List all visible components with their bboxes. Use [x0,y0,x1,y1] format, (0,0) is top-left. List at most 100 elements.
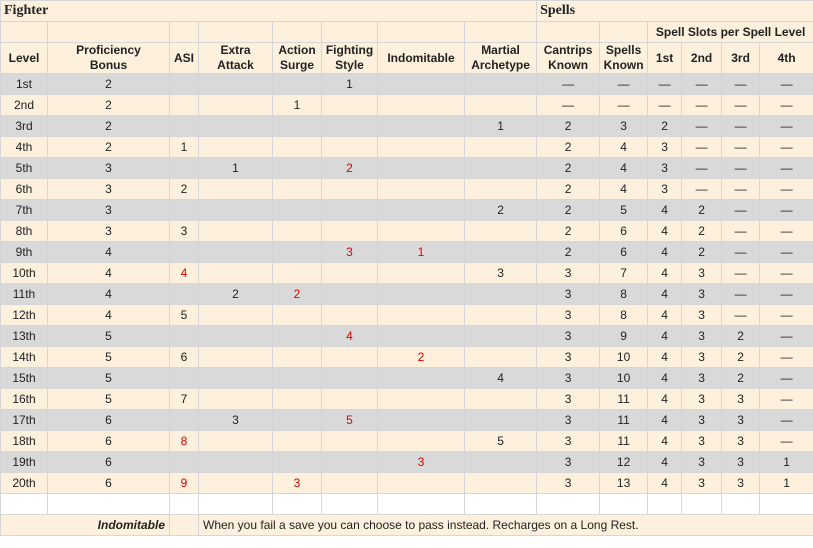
table-cell [463,136,538,158]
feature-description: When you fail a save you can choose to p… [197,514,813,536]
table-cell: 3 [536,346,601,368]
spells-title: Spells [536,0,813,22]
level-cell: 4th [0,136,48,158]
col-asi: ASI [169,42,199,74]
table-cell: 6 [599,241,649,263]
table-cell [463,304,538,326]
table-cell: 5 [321,409,378,431]
level-cell: 9th [0,241,48,263]
column-header-row: Level Proficiency Bonus ASI Extra Attack A… [0,42,813,74]
table-cell: — [681,94,723,116]
table-cell: 2 [536,241,601,263]
table-cell [198,73,273,95]
table-cell: 5 [47,346,170,368]
table-cell [169,451,199,473]
table-cell [272,73,322,95]
table-cell: — [759,136,813,158]
level-cell: 14th [0,346,48,368]
table-cell: 5 [463,430,538,452]
table-cell [198,472,273,494]
table-cell [169,73,199,95]
table-cell: — [759,346,813,368]
table-cell: 6 [169,346,199,368]
table-cell: 4 [647,241,683,263]
table-cell: 3 [47,178,170,200]
table-cell: 3 [681,430,723,452]
level-cell: 11th [0,283,48,305]
table-cell: 2 [536,157,601,179]
table-cell: — [721,262,761,284]
table-cell: 3 [536,325,601,347]
table-cell: 3 [272,472,322,494]
table-cell [321,451,378,473]
table-cell: 4 [647,304,683,326]
table-cell: 1 [759,451,813,473]
table-cell: 5 [47,388,170,410]
level-cell: 10th [0,262,48,284]
table-cell: 3 [321,241,378,263]
table-cell: — [759,430,813,452]
table-cell: 3 [536,409,601,431]
col-indomitable: Indomitable [377,42,465,74]
table-cell [321,367,378,389]
level-cell: 17th [0,409,48,431]
level-cell: 1st [0,73,48,95]
table-cell: — [759,409,813,431]
table-cell: 2 [647,115,683,137]
table-cell: 2 [681,220,723,242]
table-cell: 11 [599,388,649,410]
level-cell: 19th [0,451,48,473]
col-proficiency-bonus: Proficiency Bonus [47,42,170,74]
level-cell: 16th [0,388,48,410]
table-cell: — [721,115,761,137]
table-cell: 4 [321,325,378,347]
table-cell: 11 [599,430,649,452]
table-cell: 2 [681,241,723,263]
table-cell: 4 [647,220,683,242]
table-cell: — [681,115,723,137]
table-row: 14th 5 6 2 3 10 4 3 2— [0,346,813,368]
table-cell [198,304,273,326]
feature-name: Indomitable [0,514,170,536]
table-cell [377,472,465,494]
table-cell [272,388,322,410]
table-cell: — [721,178,761,200]
table-cell: 3 [721,388,761,410]
table-cell [169,94,199,116]
table-cell: 10 [599,367,649,389]
table-cell: 1 [759,472,813,494]
col-slot-1st: 1st [647,42,683,74]
table-cell: — [647,73,683,95]
table-cell [272,262,322,284]
table-row: 7th 3 2 2 5 4 2— — [0,199,813,221]
table-cell: 11 [599,409,649,431]
table-cell: 5 [47,325,170,347]
feature-footnote-row: Indomitable When you fail a save you can … [0,514,813,536]
table-cell: — [721,94,761,116]
level-cell: 18th [0,430,48,452]
table-cell: 4 [47,283,170,305]
table-cell [377,367,465,389]
table-cell: 8 [599,304,649,326]
table-cell [377,304,465,326]
table-row: 2nd 2 1— — — — — — [0,94,813,116]
table-cell: 3 [169,220,199,242]
table-cell [272,430,322,452]
table-cell [169,283,199,305]
table-cell [321,136,378,158]
table-cell [321,346,378,368]
table-cell [321,388,378,410]
col-level: Level [0,42,48,74]
table-cell: 3 [721,430,761,452]
table-cell: 2 [198,283,273,305]
table-cell [377,199,465,221]
table-cell [272,367,322,389]
table-cell: 3 [536,283,601,305]
table-cell [463,73,538,95]
table-cell: — [681,178,723,200]
table-cell: 2 [463,199,538,221]
table-cell [169,367,199,389]
table-cell: — [759,304,813,326]
table-cell: 4 [463,367,538,389]
table-row: 4th 2 1 2 4 3— — — [0,136,813,158]
